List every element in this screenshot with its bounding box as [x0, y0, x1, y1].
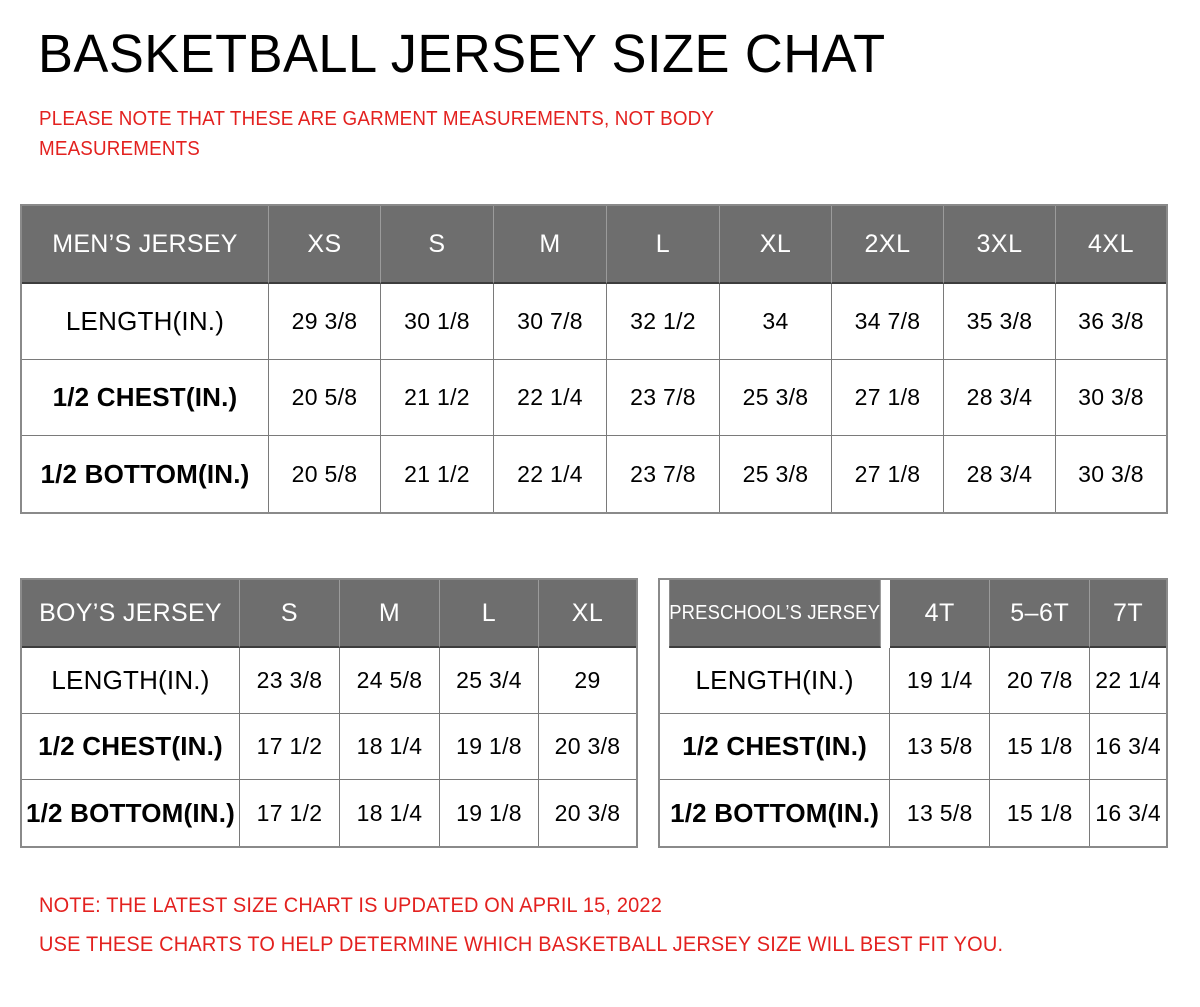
- column-header-4t: 4T: [890, 580, 991, 648]
- cell-length-2xl: 34 7/8: [832, 284, 944, 360]
- cell-bottom-s: 21 1/2: [381, 436, 494, 512]
- table-header-row: BOY’S JERSEY S M L XL: [22, 580, 636, 648]
- table-header-row: MEN’S JERSEY XS S M L XL 2XL 3XL 4XL: [22, 206, 1166, 284]
- preschool-jersey-size-table: PRESCHOOL’S JERSEY 4T 5–6T 7T LENGTH(IN.…: [658, 578, 1168, 848]
- cell-bottom-m: 18 1/4: [340, 780, 440, 846]
- cell-bottom-l: 23 7/8: [607, 436, 720, 512]
- cell-length-7t: 22 1/4: [1090, 648, 1166, 714]
- cell-bottom-2xl: 27 1/8: [832, 436, 944, 512]
- cell-length-m: 30 7/8: [494, 284, 607, 360]
- cell-chest-3xl: 28 3/4: [944, 360, 1056, 436]
- cell-chest-l: 19 1/8: [440, 714, 539, 780]
- table-row: 1/2 BOTTOM(IN.) 13 5/8 15 1/8 16 3/4: [660, 780, 1166, 846]
- cell-chest-xl: 20 3/8: [539, 714, 636, 780]
- footer-note-usage: USE THESE CHARTS TO HELP DETERMINE WHICH…: [39, 933, 1004, 956]
- cell-chest-s: 17 1/2: [240, 714, 340, 780]
- row-label-half-chest: 1/2 CHEST(IN.): [660, 714, 891, 780]
- cell-chest-xl: 25 3/8: [720, 360, 832, 436]
- row-label-half-chest: 1/2 CHEST(IN.): [22, 360, 269, 436]
- footer-notes: NOTE: THE LATEST SIZE CHART IS UPDATED O…: [39, 886, 1003, 964]
- column-header-5-6t: 5–6T: [990, 580, 1091, 648]
- cell-length-l: 32 1/2: [607, 284, 720, 360]
- row-label-length: LENGTH(IN.): [22, 648, 240, 714]
- cell-chest-7t: 16 3/4: [1090, 714, 1166, 780]
- column-header-m: M: [494, 206, 607, 284]
- cell-bottom-7t: 16 3/4: [1090, 780, 1166, 846]
- row-label-length: LENGTH(IN.): [660, 648, 891, 714]
- footer-note-update-date: NOTE: THE LATEST SIZE CHART IS UPDATED O…: [39, 894, 663, 917]
- boys-jersey-corner-label: BOY’S JERSEY: [22, 580, 240, 648]
- column-header-xl: XL: [720, 206, 832, 284]
- row-label-half-bottom: 1/2 BOTTOM(IN.): [660, 780, 891, 846]
- column-header-s: S: [240, 580, 340, 648]
- table-row: 1/2 BOTTOM(IN.) 20 5/8 21 1/2 22 1/4 23 …: [22, 436, 1166, 512]
- row-label-half-bottom: 1/2 BOTTOM(IN.): [22, 780, 240, 846]
- cell-bottom-m: 22 1/4: [494, 436, 607, 512]
- column-header-xs: XS: [269, 206, 381, 284]
- cell-bottom-5-6t: 15 1/8: [990, 780, 1091, 846]
- cell-chest-5-6t: 15 1/8: [990, 714, 1091, 780]
- garment-measurement-note-line-2: MEASUREMENTS: [39, 138, 201, 160]
- cell-bottom-4xl: 30 3/8: [1056, 436, 1166, 512]
- cell-chest-4t: 13 5/8: [890, 714, 991, 780]
- row-label-half-chest: 1/2 CHEST(IN.): [22, 714, 240, 780]
- cell-bottom-s: 17 1/2: [240, 780, 340, 846]
- mens-jersey-corner-label: MEN’S JERSEY: [22, 206, 269, 284]
- row-label-half-bottom: 1/2 BOTTOM(IN.): [22, 436, 269, 512]
- garment-measurement-note-line-1: PLEASE NOTE THAT THESE ARE GARMENT MEASU…: [39, 108, 715, 130]
- cell-length-4t: 19 1/4: [890, 648, 991, 714]
- table-row: 1/2 CHEST(IN.) 13 5/8 15 1/8 16 3/4: [660, 714, 1166, 780]
- column-header-7t: 7T: [1090, 580, 1166, 648]
- column-header-2xl: 2XL: [832, 206, 944, 284]
- table-row: 1/2 CHEST(IN.) 17 1/2 18 1/4 19 1/8 20 3…: [22, 714, 636, 780]
- cell-length-xs: 29 3/8: [269, 284, 381, 360]
- cell-bottom-l: 19 1/8: [440, 780, 539, 846]
- table-row: 1/2 CHEST(IN.) 20 5/8 21 1/2 22 1/4 23 7…: [22, 360, 1166, 436]
- cell-chest-2xl: 27 1/8: [832, 360, 944, 436]
- column-header-xl: XL: [539, 580, 636, 648]
- cell-bottom-3xl: 28 3/4: [944, 436, 1056, 512]
- column-header-3xl: 3XL: [944, 206, 1056, 284]
- cell-chest-4xl: 30 3/8: [1056, 360, 1166, 436]
- cell-length-s: 30 1/8: [381, 284, 494, 360]
- cell-bottom-xs: 20 5/8: [269, 436, 381, 512]
- cell-bottom-4t: 13 5/8: [890, 780, 991, 846]
- cell-chest-xs: 20 5/8: [269, 360, 381, 436]
- cell-length-3xl: 35 3/8: [944, 284, 1056, 360]
- cell-length-l: 25 3/4: [440, 648, 539, 714]
- preschool-jersey-corner-label: PRESCHOOL’S JERSEY: [669, 580, 882, 648]
- cell-chest-m: 22 1/4: [494, 360, 607, 436]
- table-row: 1/2 BOTTOM(IN.) 17 1/2 18 1/4 19 1/8 20 …: [22, 780, 636, 846]
- cell-length-4xl: 36 3/8: [1056, 284, 1166, 360]
- garment-measurement-note: PLEASE NOTE THAT THESE ARE GARMENT MEASU…: [39, 104, 885, 164]
- cell-length-m: 24 5/8: [340, 648, 440, 714]
- table-header-row: PRESCHOOL’S JERSEY 4T 5–6T 7T: [660, 580, 1166, 648]
- cell-chest-l: 23 7/8: [607, 360, 720, 436]
- row-label-length: LENGTH(IN.): [22, 284, 269, 360]
- column-header-l: L: [440, 580, 539, 648]
- cell-bottom-xl: 25 3/8: [720, 436, 832, 512]
- cell-chest-s: 21 1/2: [381, 360, 494, 436]
- cell-length-xl: 29: [539, 648, 636, 714]
- boys-jersey-size-table: BOY’S JERSEY S M L XL LENGTH(IN.) 23 3/8…: [20, 578, 638, 848]
- cell-length-5-6t: 20 7/8: [990, 648, 1091, 714]
- table-row: LENGTH(IN.) 29 3/8 30 1/8 30 7/8 32 1/2 …: [22, 284, 1166, 360]
- cell-length-s: 23 3/8: [240, 648, 340, 714]
- table-row: LENGTH(IN.) 19 1/4 20 7/8 22 1/4: [660, 648, 1166, 714]
- cell-chest-m: 18 1/4: [340, 714, 440, 780]
- column-header-m: M: [340, 580, 440, 648]
- table-row: LENGTH(IN.) 23 3/8 24 5/8 25 3/4 29: [22, 648, 636, 714]
- page-title: BASKETBALL JERSEY SIZE CHAT: [38, 24, 886, 84]
- column-header-4xl: 4XL: [1056, 206, 1166, 284]
- column-header-l: L: [607, 206, 720, 284]
- cell-bottom-xl: 20 3/8: [539, 780, 636, 846]
- cell-length-xl: 34: [720, 284, 832, 360]
- mens-jersey-size-table: MEN’S JERSEY XS S M L XL 2XL 3XL 4XL LEN…: [20, 204, 1168, 514]
- column-header-s: S: [381, 206, 494, 284]
